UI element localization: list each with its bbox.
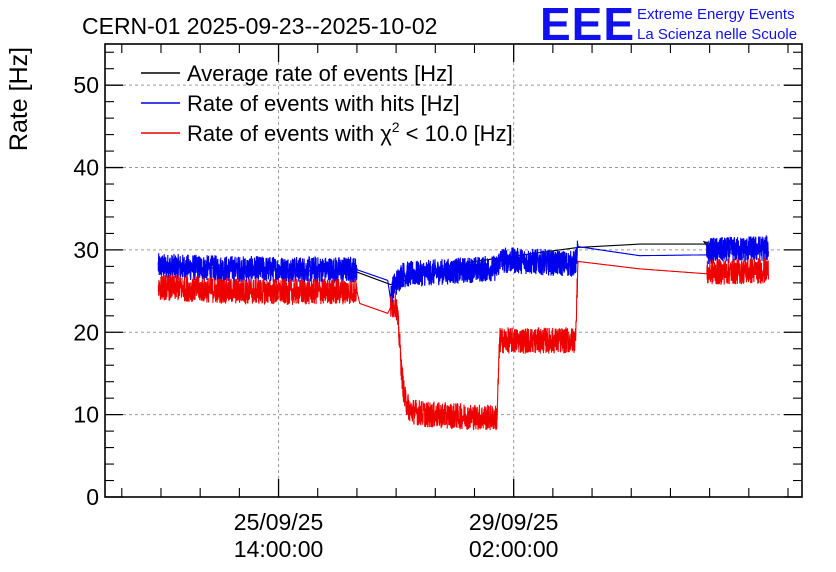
series-line-1 xyxy=(157,235,769,309)
x-tick-label-time: 14:00:00 xyxy=(234,536,324,562)
logo-line-2: La Scienza nelle Scuole xyxy=(637,26,797,43)
y-tick-label: 20 xyxy=(73,319,99,345)
legend-label-0: Average rate of events [Hz] xyxy=(187,61,453,86)
y-tick-label: 10 xyxy=(73,402,99,428)
series-layer xyxy=(157,235,769,431)
eee-logo-text: EEE xyxy=(540,0,635,50)
x-tick-label-date: 29/09/25 xyxy=(469,509,559,535)
logo-line-1: Extreme Energy Events xyxy=(637,6,795,23)
eee-logo: EEE Extreme Energy Events La Scienza nel… xyxy=(540,0,797,50)
y-tick-label: 50 xyxy=(73,72,99,98)
y-tick-label: 30 xyxy=(73,237,99,263)
y-tick-label: 0 xyxy=(86,484,99,510)
y-axis-label: Rate [Hz] xyxy=(5,47,33,151)
x-tick-label-time: 02:00:00 xyxy=(469,536,559,562)
legend: Average rate of events [Hz] Rate of event… xyxy=(141,61,513,146)
series-line-2 xyxy=(157,257,769,431)
y-tick-label: 40 xyxy=(73,155,99,181)
chart-title: CERN-01 2025-09-23--2025-10-02 xyxy=(82,13,437,39)
plot-frame xyxy=(104,43,803,498)
legend-label-2: Rate of events with χ2 < 10.0 [Hz] xyxy=(187,119,513,146)
x-tick-label-date: 25/09/25 xyxy=(234,509,324,535)
legend-label-1: Rate of events with hits [Hz] xyxy=(187,91,460,116)
